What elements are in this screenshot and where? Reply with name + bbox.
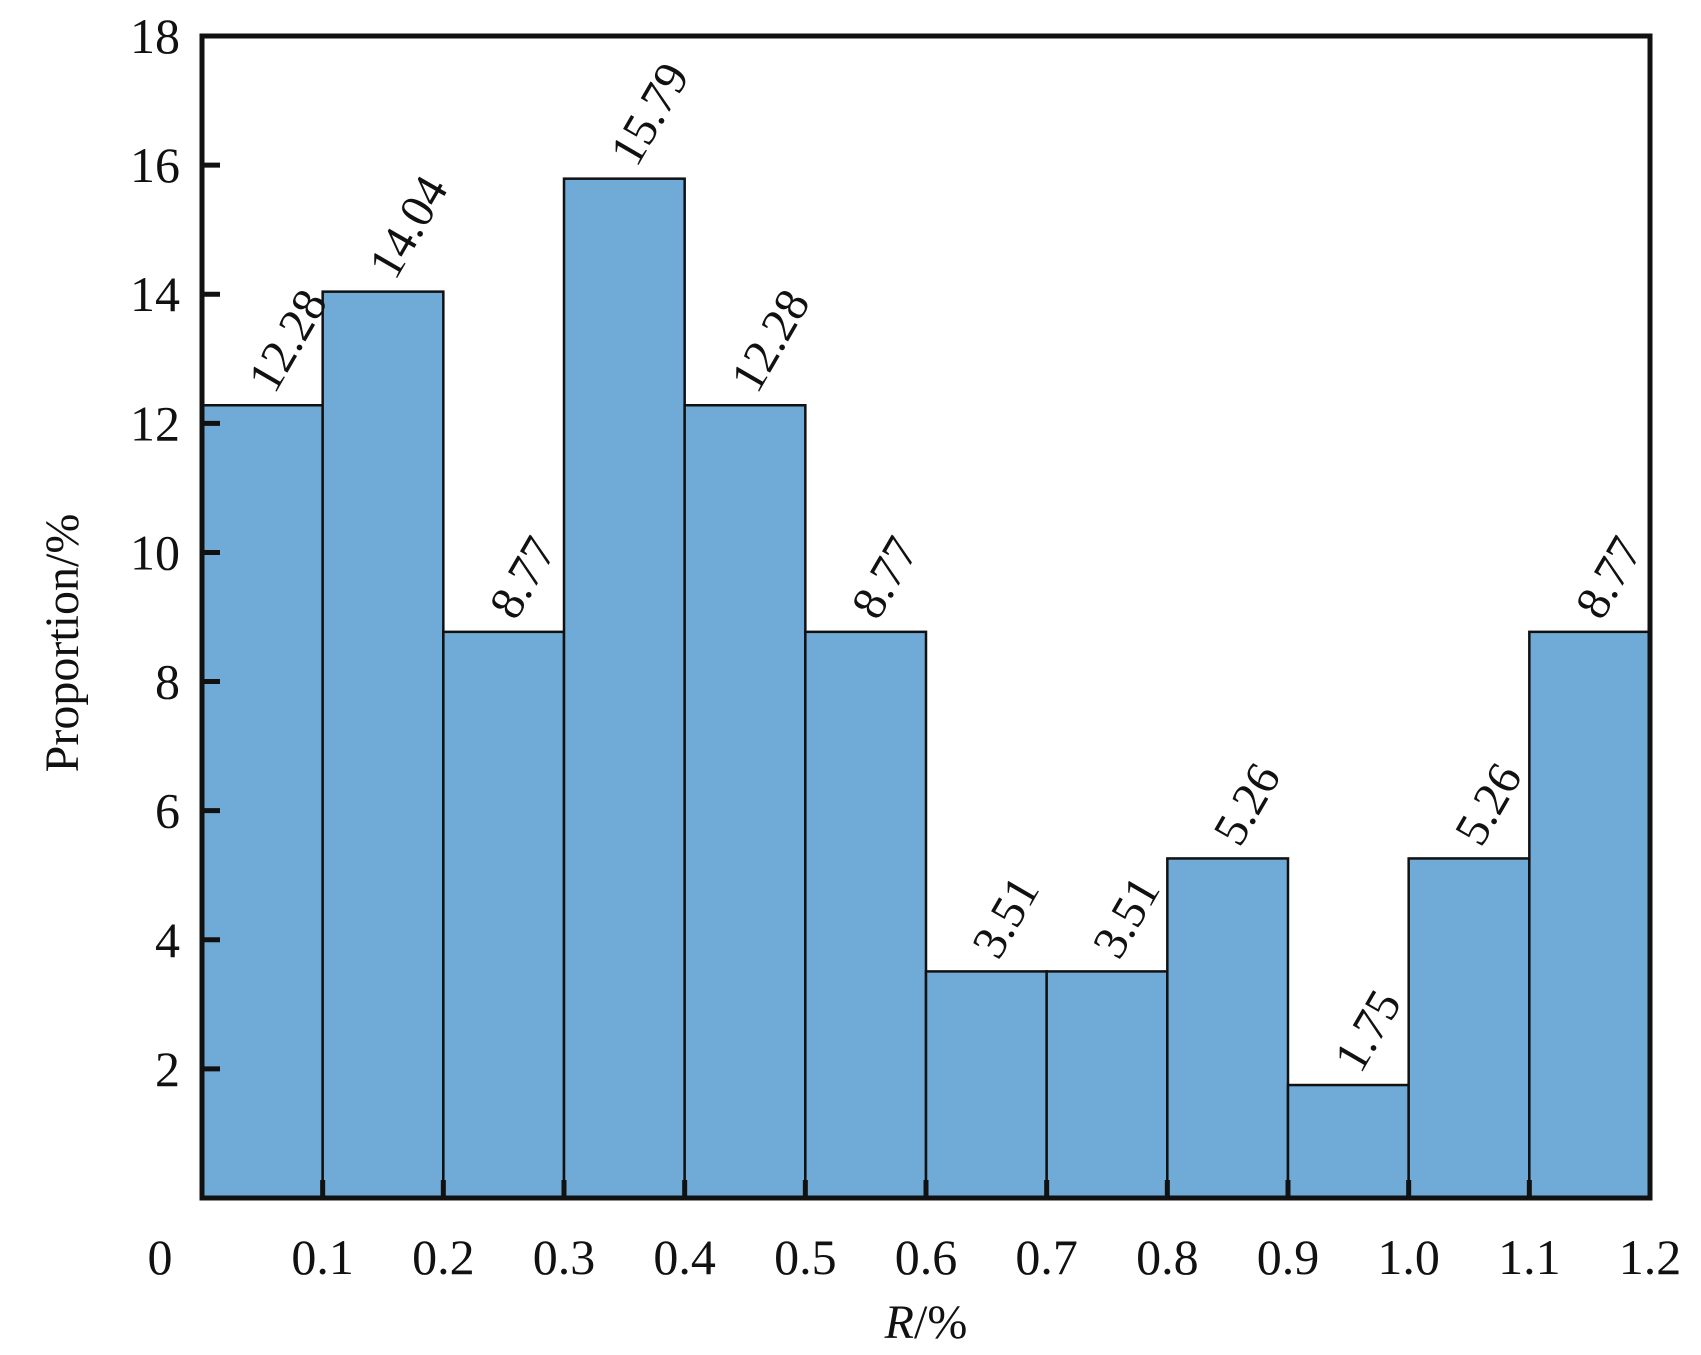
- bar-9: [1286, 1083, 1410, 1200]
- x-tick-label-6: 0.6: [895, 1229, 958, 1285]
- bar-6: [924, 970, 1048, 1200]
- x-tick-label-4: 0.4: [653, 1229, 716, 1285]
- x-tick-label-8: 0.8: [1136, 1229, 1199, 1285]
- x-axis-title-unit: /%: [914, 1296, 967, 1349]
- data-label-7: 3.51: [1083, 868, 1171, 967]
- y-tick-label-5: 12: [130, 395, 180, 451]
- ticks: [202, 162, 1532, 1198]
- x-tick-labels: 0 0.1 0.2 0.3 0.4 0.5 0.6 0.7 0.8 0.9 1.0 1.1 1.2: [148, 1229, 1682, 1285]
- data-label-10: 5.26: [1445, 755, 1533, 854]
- bar-3: [562, 177, 686, 1200]
- y-tick-label-6: 14: [130, 266, 180, 322]
- x-tick-label-0: 0: [148, 1229, 173, 1285]
- data-label-1: 14.04: [359, 167, 459, 287]
- x-tick-label-1: 0.1: [291, 1229, 354, 1285]
- x-tick-label-9: 0.9: [1257, 1229, 1320, 1285]
- bar-2: [442, 630, 566, 1200]
- bar-1: [321, 290, 445, 1200]
- bar-5: [804, 630, 928, 1200]
- y-tick-label-7: 16: [130, 137, 180, 193]
- x-tick-label-7: 0.7: [1015, 1229, 1078, 1285]
- data-label-8: 5.26: [1203, 755, 1291, 854]
- y-tick-label-2: 6: [155, 783, 180, 839]
- y-tick-label-3: 8: [155, 654, 180, 710]
- data-label-3: 15.79: [600, 54, 700, 174]
- bar-8: [1166, 857, 1290, 1200]
- data-label-5: 8.77: [841, 528, 929, 627]
- x-tick-label-5: 0.5: [774, 1229, 837, 1285]
- x-tick-label-10: 1.0: [1377, 1229, 1440, 1285]
- y-axis-title: Proportion/%: [36, 514, 89, 773]
- y-tick-label-1: 4: [155, 912, 180, 968]
- y-tick-label-0: 2: [155, 1041, 180, 1097]
- x-axis-title: R/%: [884, 1296, 968, 1349]
- x-tick-label-12: 1.2: [1619, 1229, 1682, 1285]
- bar-4: [683, 404, 807, 1200]
- bar-0: [200, 404, 324, 1200]
- data-label-9: 1.75: [1324, 981, 1412, 1080]
- y-tick-labels: 2 4 6 8 10 12 14 16 18: [130, 8, 180, 1097]
- bars: [200, 177, 1652, 1200]
- data-label-6: 3.51: [962, 868, 1050, 967]
- y-tick-label-4: 10: [130, 524, 180, 580]
- y-tick-label-8: 18: [130, 8, 180, 64]
- x-tick-label-2: 0.2: [412, 1229, 475, 1285]
- x-tick-label-3: 0.3: [533, 1229, 596, 1285]
- data-label-4: 12.28: [721, 281, 821, 401]
- x-axis-title-symbol: R: [884, 1296, 914, 1349]
- bar-10: [1407, 857, 1531, 1200]
- data-label-2: 8.77: [479, 528, 567, 627]
- x-tick-label-11: 1.1: [1498, 1229, 1561, 1285]
- data-label-11: 8.77: [1565, 528, 1653, 627]
- bar-11: [1528, 630, 1652, 1200]
- bar-7: [1045, 970, 1169, 1200]
